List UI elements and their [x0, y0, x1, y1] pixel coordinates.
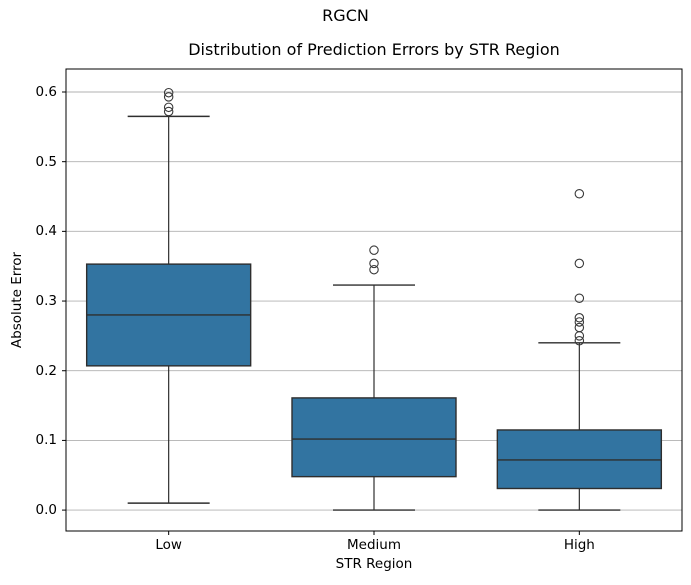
outlier-low	[163, 87, 174, 98]
y-tick-label: 0.5	[35, 153, 57, 170]
x-tick-label-medium: Medium	[347, 537, 401, 553]
outlier-high	[574, 313, 585, 323]
outlier-high	[574, 317, 585, 327]
outlier-medium	[369, 258, 379, 269]
y-tick-label: 0.4	[35, 223, 57, 240]
outlier-high	[574, 322, 585, 333]
outlier-high	[574, 293, 585, 304]
axes-spines	[65, 68, 683, 532]
axes-title: Distribution of Prediction Errors by STR…	[188, 40, 560, 59]
y-tick-label: 0.0	[35, 502, 57, 519]
figure-suptitle: RGCN	[322, 6, 369, 25]
outlier-low	[163, 92, 174, 102]
outlier-high	[574, 188, 585, 199]
box-medium	[291, 397, 457, 478]
outlier-low	[163, 102, 174, 113]
outlier-low	[163, 106, 174, 117]
x-tick-label-low: Low	[155, 537, 182, 553]
x-tick-label-high: High	[563, 537, 595, 553]
outlier-medium	[369, 264, 379, 275]
y-tick-label: 0.3	[35, 293, 57, 310]
y-tick-label: 0.1	[35, 432, 57, 449]
y-tick-label: 0.2	[35, 362, 57, 379]
outlier-high	[574, 336, 585, 346]
y-tick-label: 0.6	[35, 83, 57, 100]
outlier-high	[574, 258, 585, 269]
outlier-high	[574, 331, 585, 341]
outlier-medium	[369, 245, 379, 255]
x-axis-label: STR Region	[335, 556, 413, 572]
